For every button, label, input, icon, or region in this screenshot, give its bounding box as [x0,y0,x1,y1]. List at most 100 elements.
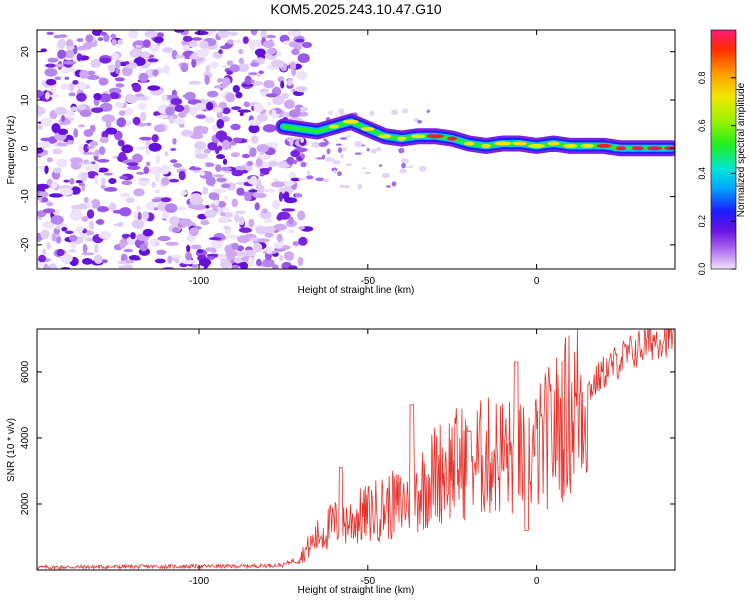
noise-blob [121,180,133,186]
noise-blob [39,141,51,149]
x-tick-label: -50 [361,276,376,287]
noise-blob [253,102,264,113]
colorbar: 0.0 0.2 0.4 0.6 0.8 Normalized spectral ampl… [697,29,747,275]
noise-blob [130,232,136,240]
noise-blob [221,77,231,87]
noise-blob [276,233,283,242]
noise-blob [172,227,180,233]
noise-blob [127,165,141,170]
noise-blob [250,79,255,83]
noise-blob [271,109,277,119]
noise-blob [167,255,173,264]
noise-blob [118,265,124,269]
noise-blob [406,165,414,169]
noise-blob [37,147,44,154]
noise-blob [213,85,227,89]
noise-blob [182,44,190,51]
noise-blob [193,102,207,111]
noise-blob [115,101,124,108]
noise-blob [168,115,175,124]
snr-x-label: Height of straight line (km) [298,585,415,596]
noise-blob [286,156,295,165]
noise-blob [398,147,405,154]
noise-blob [226,60,234,66]
noise-blob [190,244,202,250]
spectrogram-frame [36,29,676,270]
noise-blob [194,30,209,36]
noise-blob [266,101,272,106]
noise-blob [40,48,47,53]
noise-blob [171,49,178,60]
noise-blob [135,205,142,212]
noise-blob [248,124,260,134]
noise-blob [256,113,268,122]
noise-blob [231,169,244,177]
noise-blob [298,177,306,181]
noise-blob [87,70,96,76]
noise-blob [70,186,81,195]
noise-blob [165,106,176,116]
noise-blob [178,111,187,118]
noise-blob [290,150,300,158]
noise-blob [299,106,309,112]
noise-blob [140,51,151,59]
noise-blob [105,127,118,135]
noise-blob [217,30,230,39]
noise-blob [180,190,188,196]
y-tick-label: 2000 [20,492,31,515]
noise-blob [318,142,328,147]
noise-blob [40,229,50,240]
noise-blob [259,168,271,172]
noise-blob [401,162,406,169]
spectrogram-x-ticks: -100 -50 0 [189,30,540,287]
noise-blob [326,148,331,155]
noise-blob [119,176,128,180]
noise-blob [135,44,142,48]
noise-blob [254,48,266,57]
noise-blob [238,216,245,226]
noise-blob [250,30,258,36]
noise-blob [345,163,352,167]
noise-blob [66,39,74,48]
y-tick-label: 10 [20,94,31,106]
noise-blob [288,109,301,118]
noise-blob [289,136,294,147]
noise-blob [78,144,84,153]
noise-blob [220,183,231,189]
noise-blob [292,159,298,165]
noise-blob [174,30,185,33]
noise-blob [248,256,255,267]
x-tick-label: -50 [361,576,376,587]
noise-blob [114,77,125,82]
noise-blob [253,242,263,253]
noise-blob [311,141,320,148]
noise-blob [46,157,54,163]
noise-blob [217,145,223,151]
noise-blob [108,64,116,73]
noise-blob [339,137,348,140]
noise-blob [261,208,268,214]
noise-blob [65,45,75,50]
noise-blob [163,64,171,75]
noise-blob [83,159,90,163]
noise-blob [146,122,152,126]
noise-blob [188,55,203,60]
noise-blob [108,178,117,184]
noise-blob [315,157,323,160]
noise-blob [216,154,226,160]
noise-blob [169,216,180,226]
noise-blob [49,94,60,98]
noise-blob [138,72,149,83]
noise-blob [179,218,193,227]
noise-blob [133,211,139,220]
noise-blob [52,148,63,155]
noise-blob [279,254,284,262]
noise-blob [218,49,223,55]
noise-blob [149,44,160,53]
colorbar-tick-label: 0.2 [697,215,707,228]
noise-blob [326,158,336,162]
noise-blob [259,173,265,177]
noise-blob [161,94,167,102]
noise-blob [199,171,206,176]
noise-blob [256,73,261,78]
